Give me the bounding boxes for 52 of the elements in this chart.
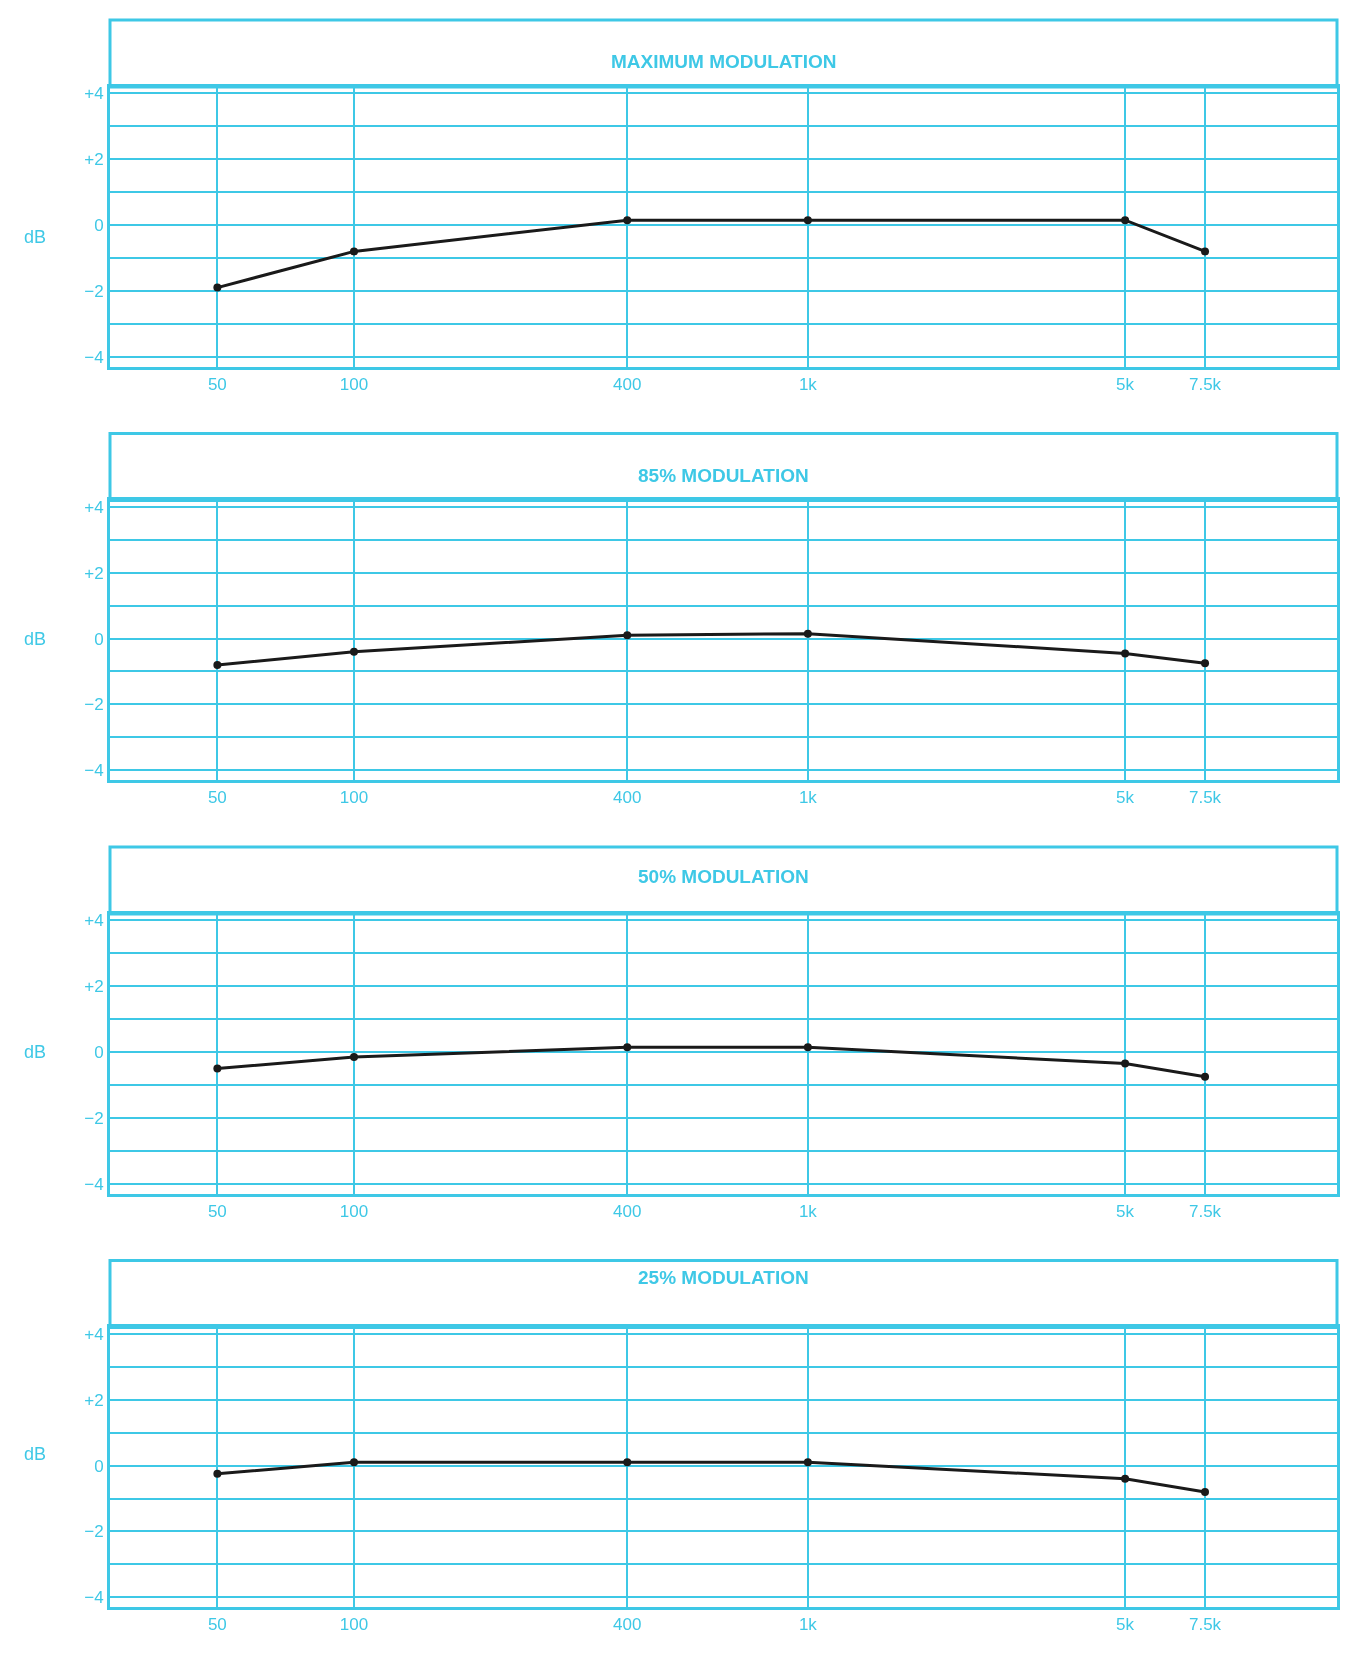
chart-title: MAXIMUM MODULATION	[611, 51, 837, 72]
chart-title: 50% MODULATION	[638, 866, 809, 887]
x-tick-label: 50	[207, 788, 227, 808]
y-tick-label: +2	[84, 150, 104, 170]
x-tick-label: 100	[339, 1615, 369, 1635]
x-tick-label: 5k	[1116, 1615, 1135, 1635]
y-axis-title: dB	[24, 1042, 47, 1062]
x-tick-label: 50	[207, 374, 227, 394]
x-tick-label: 50	[207, 1201, 227, 1221]
x-tick-label: 1k	[798, 1615, 818, 1635]
y-tick-label: 0	[94, 1456, 104, 1476]
y-tick-label: −4	[84, 347, 104, 367]
x-tick-label: 1k	[798, 374, 818, 394]
y-axis-title: dB	[24, 1444, 47, 1464]
x-tick-label: 400	[613, 1615, 642, 1635]
y-tick-label: −4	[84, 1174, 104, 1194]
y-tick-label: +4	[84, 84, 104, 104]
x-tick-label: 5k	[1116, 1201, 1135, 1221]
x-tick-label: 7.5k	[1188, 374, 1222, 394]
y-tick-label: −2	[84, 695, 104, 715]
x-tick-label: 400	[613, 1201, 642, 1221]
y-tick-label: +2	[84, 1390, 104, 1410]
x-tick-label: 400	[613, 374, 642, 394]
x-tick-label: 100	[339, 1201, 369, 1221]
y-tick-label: −2	[84, 1522, 104, 1542]
y-tick-label: 0	[94, 1043, 104, 1063]
y-tick-label: +4	[84, 1324, 104, 1344]
y-tick-label: −4	[84, 1588, 104, 1608]
chart-title: 85% MODULATION	[638, 465, 809, 486]
y-tick-label: −2	[84, 1108, 104, 1128]
y-tick-label: −4	[84, 761, 104, 781]
y-tick-label: +4	[84, 911, 104, 931]
x-tick-label: 100	[339, 788, 369, 808]
x-tick-label: 1k	[798, 788, 818, 808]
x-tick-label: 50	[207, 1615, 227, 1635]
y-tick-label: 0	[94, 629, 104, 649]
y-axis-title: dB	[24, 629, 47, 649]
y-tick-label: −2	[84, 281, 104, 301]
y-tick-label: +2	[84, 563, 104, 583]
x-tick-label: 5k	[1116, 374, 1135, 394]
x-tick-label: 100	[339, 374, 369, 394]
y-tick-label: +2	[84, 977, 104, 997]
x-tick-label: 7.5k	[1188, 788, 1222, 808]
chart-title: 25% MODULATION	[638, 1267, 809, 1288]
y-tick-label: 0	[94, 216, 104, 236]
x-tick-label: 7.5k	[1188, 1615, 1222, 1635]
x-tick-label: 400	[613, 788, 642, 808]
x-tick-label: 7.5k	[1188, 1201, 1222, 1221]
x-tick-label: 5k	[1116, 788, 1135, 808]
x-tick-label: 1k	[798, 1201, 818, 1221]
y-axis-title: dB	[24, 227, 47, 247]
y-tick-label: +4	[84, 497, 104, 517]
